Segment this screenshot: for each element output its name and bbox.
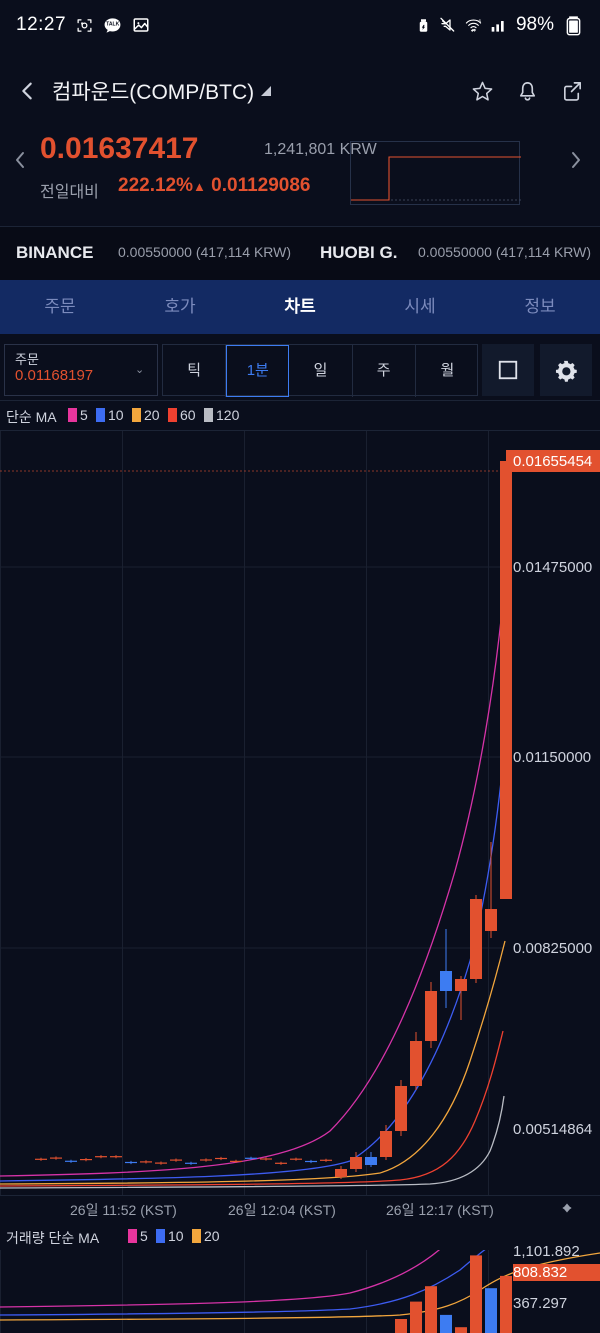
svg-text:0.00825000: 0.00825000 [513,940,592,957]
svg-text:0.00514864: 0.00514864 [513,1121,592,1138]
svg-text:0.01475000: 0.01475000 [513,559,592,576]
svg-text:0.01655454: 0.01655454 [513,453,592,470]
svg-text:6: 6 [478,18,481,23]
svg-text:TALK: TALK [106,21,120,27]
svg-text:0.01150000: 0.01150000 [513,749,591,766]
